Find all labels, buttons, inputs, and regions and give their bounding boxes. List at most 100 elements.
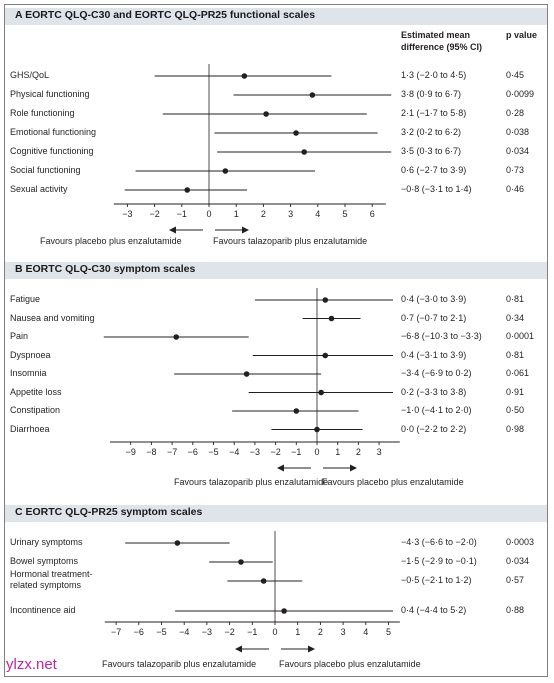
row-label: Insomnia	[10, 368, 47, 378]
left-arrowhead	[169, 226, 176, 234]
estimate-point	[293, 130, 299, 136]
row-label: Cognitive functioning	[10, 146, 94, 156]
x-tick-label: −4	[229, 447, 239, 457]
row-label: Appetite loss	[10, 386, 62, 397]
panel-title: C EORTC QLQ-PR25 symptom scales	[15, 506, 203, 518]
x-tick-label: −8	[146, 447, 156, 457]
row-label: Emotional functioning	[10, 127, 97, 137]
x-tick-label: 5	[386, 627, 391, 637]
estimate-point	[241, 73, 248, 79]
x-tick-label: −3	[122, 209, 132, 219]
x-tick-label: −1	[291, 447, 301, 457]
p-value: 0·0099	[506, 89, 535, 99]
x-tick-label: −1	[247, 627, 257, 637]
estimate-point	[243, 371, 250, 377]
estimate-point	[222, 168, 229, 174]
row-label: Incontinence aid	[10, 605, 76, 615]
row-label: Physical functioning	[10, 89, 90, 99]
estimate-text: 2·1 (−1·7 to 5·8)	[401, 108, 467, 118]
x-tick-label: 3	[377, 447, 382, 457]
panel-header: C EORTC QLQ-PR25 symptom scales	[5, 505, 547, 522]
p-value: 0·034	[506, 556, 530, 566]
figure-frame	[4, 4, 548, 677]
estimate-text: 0·0 (−2·2 to 2·2)	[401, 423, 467, 434]
x-tick-label: −7	[167, 447, 177, 457]
estimate-text: 0·2 (−3·3 to 3·8)	[401, 386, 467, 397]
favours-right-label: Favours talazoparib plus enzalutamide	[213, 236, 368, 246]
left-arrowhead	[277, 464, 284, 472]
favours-left-label: Favours talazoparib plus enzalutamide	[102, 659, 257, 669]
estimate-point	[314, 426, 320, 433]
x-tick-label: −1	[177, 209, 187, 219]
row-label: Diarrhoea	[10, 423, 50, 434]
estimate-point	[263, 111, 269, 117]
x-tick-label: 6	[370, 209, 375, 219]
row-label: Nausea and vomiting	[10, 312, 95, 323]
x-tick-label: −2	[224, 627, 234, 637]
estimate-text: 0·4 (−3·1 to 3·9)	[401, 349, 467, 360]
x-tick-label: −3	[202, 627, 212, 637]
row-label: Urinary symptoms	[10, 537, 83, 547]
row-label: Bowel symptoms	[10, 556, 79, 566]
panel-title: B EORTC QLQ-C30 symptom scales	[15, 263, 196, 275]
estimate-text: 3·5 (0·3 to 6·7)	[401, 146, 462, 156]
p-value: 0·91	[506, 386, 525, 397]
row-label: Dyspnoea	[10, 349, 51, 360]
x-tick-label: 4	[315, 209, 320, 219]
row-label: Constipation	[10, 405, 61, 415]
favours-left-label: Favours talazoparib plus enzalutamide	[174, 477, 329, 487]
estimate-point	[281, 608, 287, 614]
estimate-text: 3·2 (0·2 to 6·2)	[401, 127, 462, 137]
estimate-text: −1·0 (−4·1 to 2·0)	[401, 405, 472, 415]
row-label: Pain	[10, 331, 29, 341]
right-arrowhead	[308, 645, 315, 653]
p-value: 0·57	[506, 575, 525, 585]
estimate-text: −4·3 (−6·6 to −2·0)	[401, 537, 477, 547]
estimate-point	[309, 92, 316, 98]
estimate-point	[301, 149, 308, 155]
panel-title: A EORTC QLQ-C30 and EORTC QLQ-PR25 funct…	[15, 9, 316, 21]
estimate-text: 3·8 (0·9 to 6·7)	[401, 89, 462, 99]
p-value: 0·81	[506, 294, 525, 304]
estimate-point	[328, 315, 335, 322]
x-tick-label: −6	[134, 627, 144, 637]
estimate-text: −0·5 (−2·1 to 1·2)	[401, 575, 472, 585]
estimate-point	[173, 334, 180, 340]
panel-header: B EORTC QLQ-C30 symptom scales	[5, 262, 547, 279]
x-tick-label: 4	[363, 627, 368, 637]
estimate-text: −0·8 (−3·1 to 1·4)	[401, 184, 472, 194]
x-tick-label: −9	[126, 447, 136, 457]
row-label: Fatigue	[10, 294, 41, 304]
favours-left-label: Favours placebo plus enzalutamide	[40, 236, 182, 246]
p-value: 0·061	[506, 368, 530, 378]
estimate-point	[322, 297, 329, 303]
x-tick-label: 1	[234, 209, 239, 219]
watermark: ylzx.net	[6, 656, 57, 673]
x-tick-label: −4	[179, 627, 189, 637]
x-tick-label: −2	[270, 447, 280, 457]
x-tick-label: 0	[314, 447, 319, 457]
estimate-point	[260, 578, 267, 584]
estimate-text: 0·4 (−3·0 to 3·9)	[401, 294, 467, 304]
estimate-point	[318, 389, 324, 396]
x-tick-label: −2	[149, 209, 159, 219]
x-tick-label: −7	[111, 627, 121, 637]
x-tick-label: 0	[206, 209, 211, 219]
estimate-text: 1·3 (−2·0 to 4·5)	[401, 70, 467, 80]
p-value: 0·45	[506, 70, 525, 80]
x-tick-label: 1	[295, 627, 300, 637]
x-tick-label: 3	[341, 627, 346, 637]
x-tick-label: 2	[356, 447, 361, 457]
p-value: 0·28	[506, 108, 525, 118]
x-tick-label: −6	[188, 447, 198, 457]
estimate-text: 0·4 (−4·4 to 5·2)	[401, 605, 467, 615]
row-label: Social functioning	[10, 165, 81, 175]
row-label: Sexual activity	[10, 184, 68, 194]
x-tick-label: −5	[156, 627, 166, 637]
x-tick-label: −5	[208, 447, 218, 457]
x-tick-label: 2	[261, 209, 266, 219]
x-tick-label: −3	[250, 447, 260, 457]
